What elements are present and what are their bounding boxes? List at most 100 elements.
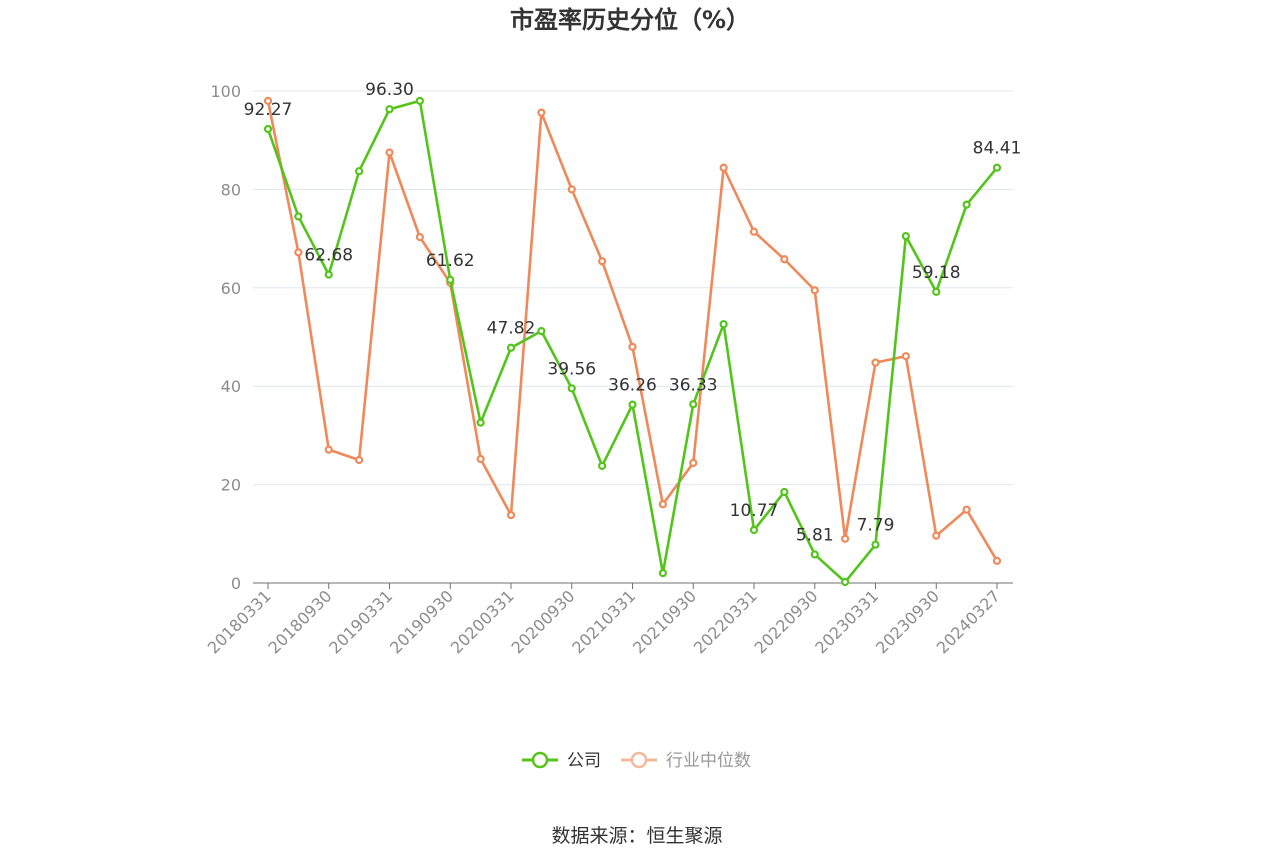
data-point <box>294 212 303 221</box>
data-label: 47.82 <box>487 319 536 339</box>
series-line <box>266 99 999 584</box>
data-point <box>992 163 1002 172</box>
data-point <box>263 96 273 105</box>
data-point <box>749 525 759 535</box>
data-point <box>537 326 546 336</box>
data-point <box>962 505 971 514</box>
x-tick-label: 20190331 <box>325 586 396 657</box>
data-point <box>841 577 850 587</box>
data-point <box>932 531 941 540</box>
y-tick-label: 0 <box>231 574 241 593</box>
data-point <box>901 352 910 361</box>
legend: 公司 行业中位数 <box>522 751 751 771</box>
data-point <box>901 232 910 241</box>
y-tick-label: 60 <box>221 279 241 298</box>
data-point <box>263 124 273 134</box>
data-point <box>871 358 880 367</box>
x-tick-label: 20180331 <box>204 586 275 657</box>
source-note: 数据来源：恒生聚源 <box>551 825 722 847</box>
data-point <box>780 255 789 264</box>
data-labels: 92.27 62.68 96.30 61.62 47.82 39.56 36.26 36.33… <box>244 80 1022 545</box>
data-label: 7.79 <box>857 516 895 536</box>
data-point <box>992 556 1002 565</box>
data-point <box>598 257 607 266</box>
data-point <box>476 418 485 427</box>
series-line <box>266 100 999 562</box>
data-point <box>810 550 819 559</box>
data-label: 96.30 <box>365 80 414 100</box>
data-point <box>355 167 364 176</box>
chart-title: 市盈率历史分位（%） <box>510 6 750 34</box>
series-0 <box>263 96 1002 587</box>
data-label: 61.62 <box>426 251 475 271</box>
data-point <box>355 455 364 465</box>
data-point <box>749 227 759 236</box>
x-tick-label: 20230930 <box>872 586 943 657</box>
data-point <box>628 400 637 409</box>
series-layer <box>263 96 1002 587</box>
data-label: 36.33 <box>669 375 718 395</box>
data-point <box>780 487 789 497</box>
data-point <box>446 275 455 284</box>
y-tick-label: 20 <box>221 476 241 495</box>
legend-label: 行业中位数 <box>666 751 751 771</box>
data-point <box>628 342 637 351</box>
x-tick-label: 20210930 <box>629 586 700 657</box>
data-label: 84.41 <box>973 139 1022 159</box>
data-label: 10.77 <box>730 501 779 521</box>
data-point <box>415 233 424 242</box>
y-axis: 0 20 40 60 80 100 <box>210 82 241 593</box>
data-point <box>871 540 880 549</box>
y-tick-label: 80 <box>221 180 241 199</box>
data-point <box>537 108 546 117</box>
x-tick-label: 20220930 <box>751 586 822 657</box>
data-point <box>841 534 850 543</box>
x-tick-label: 20210331 <box>568 586 639 657</box>
data-label: 36.26 <box>608 376 657 396</box>
x-tick-label: 20240327 <box>933 586 1004 657</box>
data-point <box>324 445 333 454</box>
x-tick-label: 20180930 <box>265 586 336 657</box>
data-point <box>719 320 728 329</box>
data-point <box>385 148 394 157</box>
data-point <box>476 454 485 464</box>
x-tick-label: 20200930 <box>508 586 579 657</box>
data-point <box>567 384 576 393</box>
series-1 <box>263 96 1002 565</box>
data-label: 59.18 <box>912 263 961 283</box>
data-point <box>415 96 424 105</box>
legend-marker <box>531 751 549 769</box>
data-label: 92.27 <box>244 100 293 120</box>
data-point <box>932 287 941 296</box>
data-label: 5.81 <box>796 525 834 545</box>
legend-marker <box>630 751 648 769</box>
y-tick-label: 40 <box>221 377 241 396</box>
legend-label: 公司 <box>567 751 601 771</box>
data-point <box>598 461 607 471</box>
y-tick-label: 100 <box>210 82 241 101</box>
data-label: 39.56 <box>547 359 596 379</box>
data-point <box>658 569 667 578</box>
data-point <box>962 200 971 209</box>
data-point <box>689 458 698 468</box>
data-point <box>719 163 728 172</box>
data-point <box>294 248 303 257</box>
data-label: 62.68 <box>304 246 353 266</box>
legend-item[interactable]: 行业中位数 <box>621 751 751 771</box>
data-point <box>506 343 516 352</box>
x-tick-label: 20200331 <box>447 586 518 657</box>
x-axis: 2018033120180930201903312019093020200331… <box>204 582 1013 657</box>
legend-item[interactable]: 公司 <box>522 751 601 771</box>
x-tick-label: 20220331 <box>690 586 761 657</box>
data-point <box>385 105 394 114</box>
data-point <box>810 286 819 295</box>
x-tick-label: 20230331 <box>811 586 882 657</box>
x-tick-label: 20190930 <box>386 586 457 657</box>
data-point <box>658 500 667 509</box>
data-point <box>506 511 516 520</box>
data-point <box>567 185 576 194</box>
grid-lines <box>253 90 1013 486</box>
data-point <box>324 270 333 279</box>
data-point <box>689 400 698 409</box>
